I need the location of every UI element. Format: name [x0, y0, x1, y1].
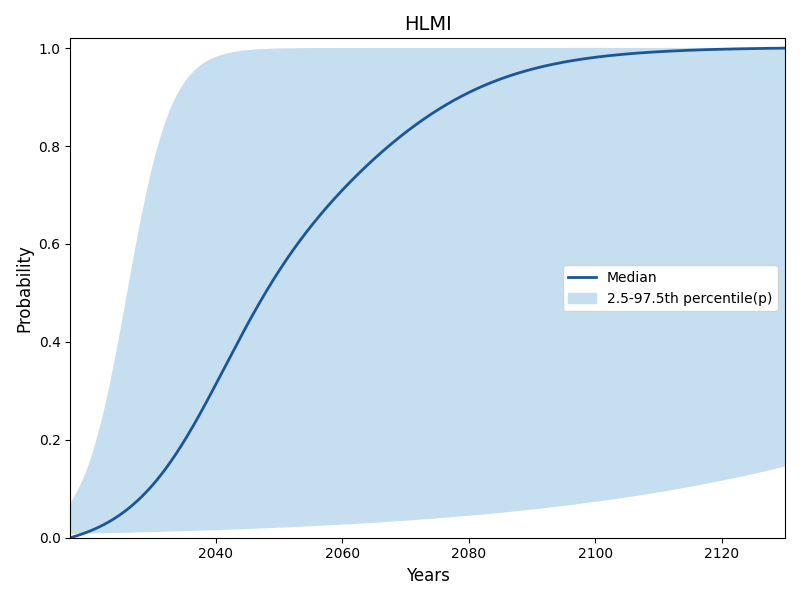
X-axis label: Years: Years	[406, 567, 450, 585]
Y-axis label: Probability: Probability	[15, 244, 33, 332]
Legend: Median, 2.5-97.5th percentile(p): Median, 2.5-97.5th percentile(p)	[562, 265, 778, 311]
Title: HLMI: HLMI	[404, 15, 451, 34]
